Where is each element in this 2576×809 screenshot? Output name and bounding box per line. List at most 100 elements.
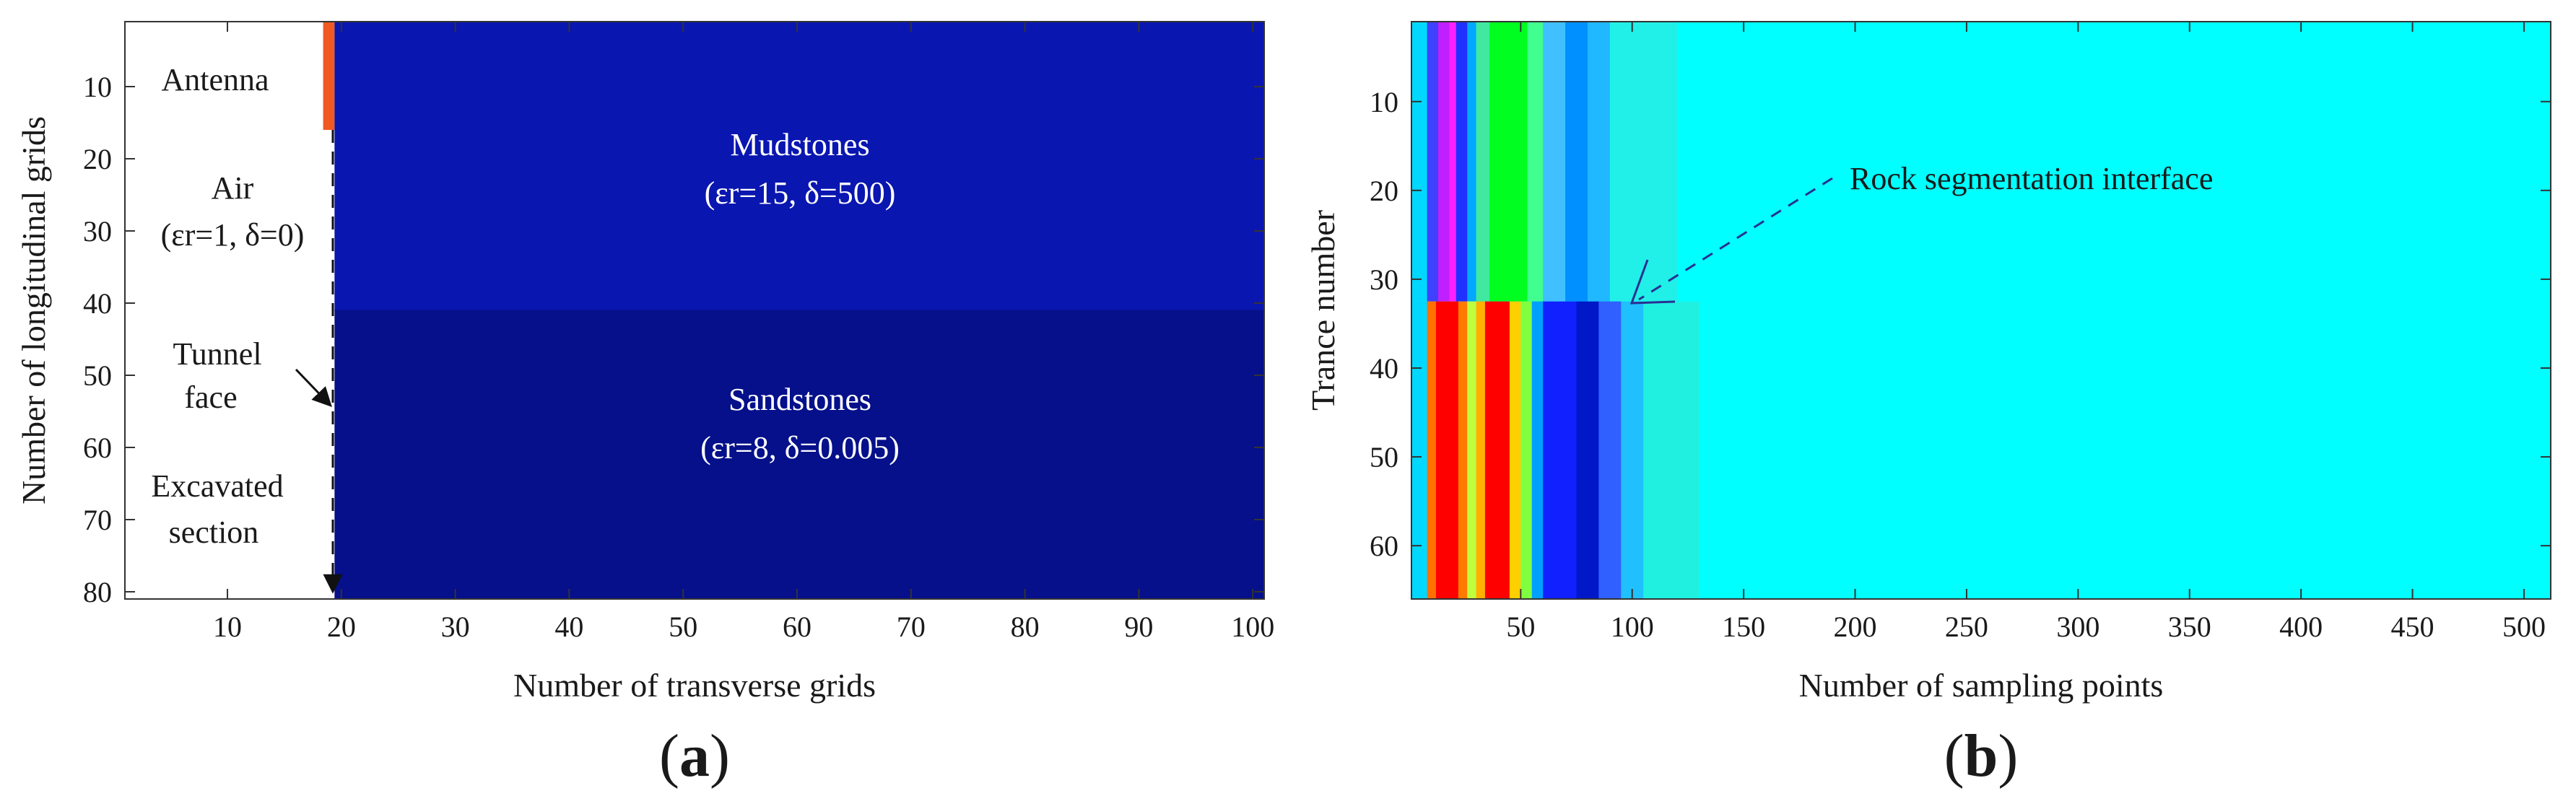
a-y-tick-label: 60 xyxy=(83,432,112,464)
b-x-tick-label: 450 xyxy=(2391,611,2434,643)
a-x-tick-label: 40 xyxy=(554,611,583,643)
region-air xyxy=(125,22,331,599)
a-y-tick-label: 20 xyxy=(83,143,112,175)
a-regions xyxy=(125,22,1264,599)
b-x-tick-label: 250 xyxy=(1945,611,1988,643)
a-x-tick-label: 70 xyxy=(897,611,926,643)
b-heatmap-band-lower xyxy=(1484,301,1510,599)
a-x-tick-label: 90 xyxy=(1124,611,1153,643)
b-heatmap-band-lower xyxy=(1411,301,1428,599)
b-heatmap-band-lower xyxy=(1531,301,1544,599)
b-x-tick-label: 350 xyxy=(2168,611,2211,643)
b-x-tick-label: 400 xyxy=(2279,611,2323,643)
b-heatmap-band-upper xyxy=(1449,22,1457,302)
b-heatmap-band-lower xyxy=(1543,301,1578,599)
tunnel-face-arrow xyxy=(295,368,332,407)
region-antenna xyxy=(323,22,335,130)
b-y-tick-label: 30 xyxy=(1370,263,1398,296)
excavated-label-line2: section xyxy=(169,515,259,550)
b-x-tick-label: 200 xyxy=(1834,611,1877,643)
b-heatmap-band-lower xyxy=(1621,301,1644,599)
b-y-axis-label: Trance number xyxy=(1305,210,1341,411)
a-x-tick-label: 30 xyxy=(441,611,470,643)
tunnel-label-line2: face xyxy=(184,380,237,415)
b-heatmap-band-lower xyxy=(1476,301,1486,599)
panel-b: 50 100 150 200 250 300 350 400 450 500 10 20 30 40 50… xyxy=(1305,21,2551,790)
b-heatmap-band-lower xyxy=(1467,301,1477,599)
b-heatmap-band-upper xyxy=(1427,22,1439,302)
a-y-tick-label: 80 xyxy=(83,576,112,608)
tunnel-label-line1: Tunnel xyxy=(173,336,261,372)
a-panel-label: (a) xyxy=(659,722,730,790)
b-x-tick-label: 300 xyxy=(2056,611,2099,643)
air-params-label: (εr=1, δ=0) xyxy=(161,217,305,253)
sandstones-label: Sandstones xyxy=(728,382,871,417)
b-heatmap-band-lower xyxy=(1509,301,1521,599)
b-heatmap-band-lower xyxy=(1520,301,1533,599)
mudstones-params-label: (εr=15, δ=500) xyxy=(705,175,896,211)
b-panel-label: (b) xyxy=(1944,722,2019,790)
region-mudstones xyxy=(334,22,1264,310)
a-x-tick-label: 50 xyxy=(669,611,697,643)
b-x-tick-label: 150 xyxy=(1722,611,1765,643)
b-heatmap-band-upper xyxy=(1438,22,1450,302)
b-heatmap-band-lower xyxy=(1435,301,1459,599)
interface-arrow-line xyxy=(1638,177,1833,301)
air-name-label: Air xyxy=(212,170,254,206)
b-x-tick-label: 500 xyxy=(2502,611,2546,643)
a-x-tick-label: 20 xyxy=(327,611,356,643)
b-heatmap-band-upper xyxy=(1543,22,1566,302)
b-heatmap xyxy=(1411,22,2551,599)
b-heatmap-band-lower xyxy=(1643,301,1700,599)
b-x-axis-label: Number of sampling points xyxy=(1799,667,2164,704)
b-y-tick-label: 60 xyxy=(1370,530,1398,562)
interface-annotation: Rock segmentation interface xyxy=(1850,161,2213,196)
a-y-axis-label: Number of longitudinal grids xyxy=(15,116,52,504)
a-y-ticks: 10 20 30 40 50 60 70 80 xyxy=(83,71,1264,608)
b-heatmap-band-lower xyxy=(1458,301,1468,599)
a-x-tick-label: 100 xyxy=(1231,611,1274,643)
a-x-tick-label: 80 xyxy=(1011,611,1040,643)
b-y-tick-label: 50 xyxy=(1370,441,1398,473)
mudstones-label: Mudstones xyxy=(730,127,869,162)
b-heatmap-band-upper xyxy=(1565,22,1588,302)
b-heatmap-band-upper xyxy=(1609,22,1677,302)
antenna-label: Antenna xyxy=(161,62,269,97)
b-y-tick-label: 40 xyxy=(1370,352,1398,385)
b-heatmap-band-upper xyxy=(1411,22,1428,302)
panel-a: 10 20 30 40 50 60 70 80 90 100 10 20 30 40 50 60 70 80 A… xyxy=(15,21,1274,790)
a-x-ticks: 10 20 30 40 50 60 70 80 90 100 xyxy=(213,22,1274,643)
region-sandstones xyxy=(334,310,1264,599)
excavated-label-line1: Excavated xyxy=(151,468,283,504)
b-y-ticks: 10 20 30 40 50 60 xyxy=(1370,86,2551,562)
a-y-tick-label: 30 xyxy=(83,215,112,248)
b-heatmap-band-upper xyxy=(1476,22,1490,302)
a-y-tick-label: 50 xyxy=(83,359,112,392)
b-plot-frame xyxy=(1411,21,2551,600)
b-x-ticks: 50 100 150 200 250 300 350 400 450 500 xyxy=(1506,22,2546,643)
a-x-axis-label: Number of transverse grids xyxy=(513,667,876,704)
a-plot-frame xyxy=(124,21,1265,600)
a-x-tick-label: 60 xyxy=(783,611,811,643)
b-heatmap-band-upper xyxy=(1527,22,1544,302)
b-heatmap-band-upper xyxy=(1587,22,1611,302)
b-panel-letter: b xyxy=(1964,722,1998,790)
a-panel-letter: a xyxy=(679,722,710,790)
b-heatmap-band-upper xyxy=(1489,22,1528,302)
b-y-tick-label: 10 xyxy=(1370,86,1398,118)
b-heatmap-band-lower xyxy=(1598,301,1622,599)
a-x-tick-label: 10 xyxy=(213,611,242,643)
a-y-tick-label: 40 xyxy=(83,287,112,320)
interface-arrow-head xyxy=(1629,259,1676,305)
b-x-tick-label: 100 xyxy=(1611,611,1654,643)
b-x-tick-label: 50 xyxy=(1506,611,1535,643)
sandstones-params-label: (εr=8, δ=0.005) xyxy=(700,430,900,465)
b-heatmap-band-upper xyxy=(1455,22,1468,302)
a-y-tick-label: 10 xyxy=(83,71,112,103)
b-heatmap-band-lower xyxy=(1427,301,1437,599)
b-heatmap-band-lower xyxy=(1576,301,1599,599)
b-y-tick-label: 20 xyxy=(1370,175,1398,207)
a-y-tick-label: 70 xyxy=(83,504,112,536)
b-heatmap-band-upper xyxy=(1467,22,1477,302)
